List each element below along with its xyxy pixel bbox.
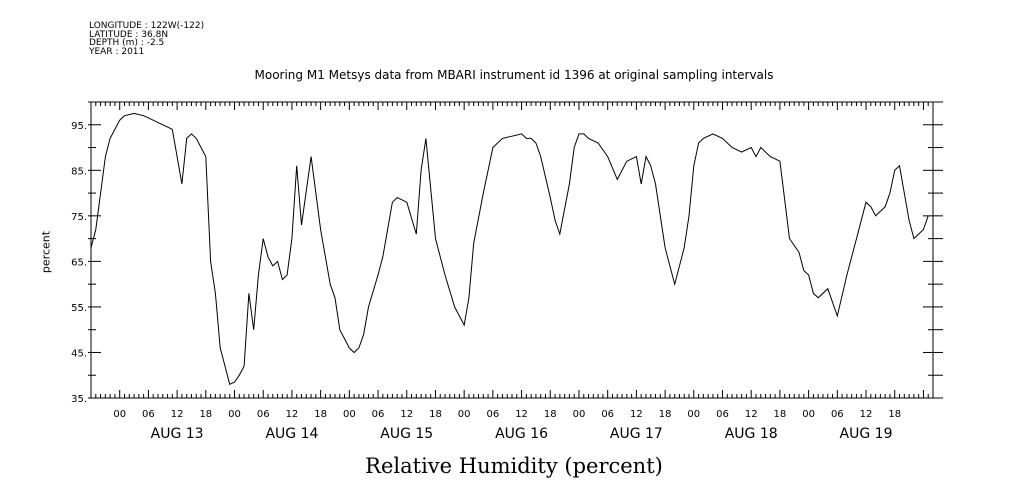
plot-frame [90, 101, 934, 399]
chart-title: Mooring M1 Metsys data from MBARI instru… [254, 68, 774, 82]
x-tick-label: 18 [199, 409, 212, 420]
x-tick-label: 12 [630, 409, 643, 420]
x-tick-label: 06 [257, 409, 270, 420]
x-tick-label: 12 [745, 409, 758, 420]
x-tick-label: 00 [802, 409, 815, 420]
latitude-label: LATITUDE : 36.8N [89, 29, 169, 40]
longitude-label: LONGITUDE : 122W(-122) [89, 21, 205, 31]
x-tick-label: 00 [573, 409, 586, 420]
x-tick-label: 06 [716, 409, 729, 420]
x-day-label: AUG 13 [151, 426, 204, 442]
y-tick-label: 85. [71, 166, 87, 177]
humidity-series-line [90, 112, 929, 386]
x-tick-label: 12 [400, 409, 413, 420]
y-tick-label: 75. [71, 212, 87, 223]
y-tick-label: 45. [71, 348, 87, 359]
x-tick-label: 06 [486, 409, 499, 420]
x-tick-label: 18 [314, 409, 327, 420]
depth-label: DEPTH (m) : -2.5 [89, 38, 165, 48]
x-tick-label: 06 [831, 409, 844, 420]
tick-labels: 00 06 12 18 AUG 13 00 06 12 18 AUG 14 00 06 12 18 AUG … [71, 121, 901, 442]
x-tick-label: 00 [687, 409, 700, 420]
x-axis-label: Relative Humidity (percent) [365, 454, 663, 478]
year-label: YEAR : 2011 [89, 46, 145, 57]
x-day-label: AUG 19 [840, 426, 893, 442]
x-day-label: AUG 17 [610, 426, 663, 442]
x-tick-label: 12 [515, 409, 528, 420]
x-tick-label: 00 [458, 409, 471, 420]
x-tick-label: 00 [228, 409, 241, 420]
x-tick-label: 12 [286, 409, 299, 420]
x-tick-label: 18 [544, 409, 557, 420]
x-day-label: AUG 16 [495, 426, 548, 442]
x-tick-label: 18 [659, 409, 672, 420]
x-day-label: AUG 14 [265, 426, 318, 442]
y-tick-label: 35. [71, 394, 87, 405]
x-tick-label: 06 [372, 409, 385, 420]
axis-ticks [88, 101, 943, 399]
station-metadata: LONGITUDE : 122W(-122) LATITUDE : 36.8N … [89, 22, 204, 56]
y-tick-label: 95. [71, 121, 87, 132]
x-tick-label: 00 [113, 409, 126, 420]
y-tick-label: 55. [71, 303, 87, 314]
x-day-label: AUG 18 [725, 426, 778, 442]
x-tick-label: 18 [429, 409, 442, 420]
x-tick-label: 12 [171, 409, 184, 420]
x-tick-label: 06 [601, 409, 614, 420]
x-tick-label: 18 [888, 409, 901, 420]
x-day-label: AUG 15 [380, 426, 433, 442]
x-tick-label: 18 [774, 409, 787, 420]
y-tick-label: 65. [71, 257, 87, 268]
x-tick-label: 00 [343, 409, 356, 420]
x-tick-label: 06 [142, 409, 155, 420]
x-tick-label: 12 [860, 409, 873, 420]
